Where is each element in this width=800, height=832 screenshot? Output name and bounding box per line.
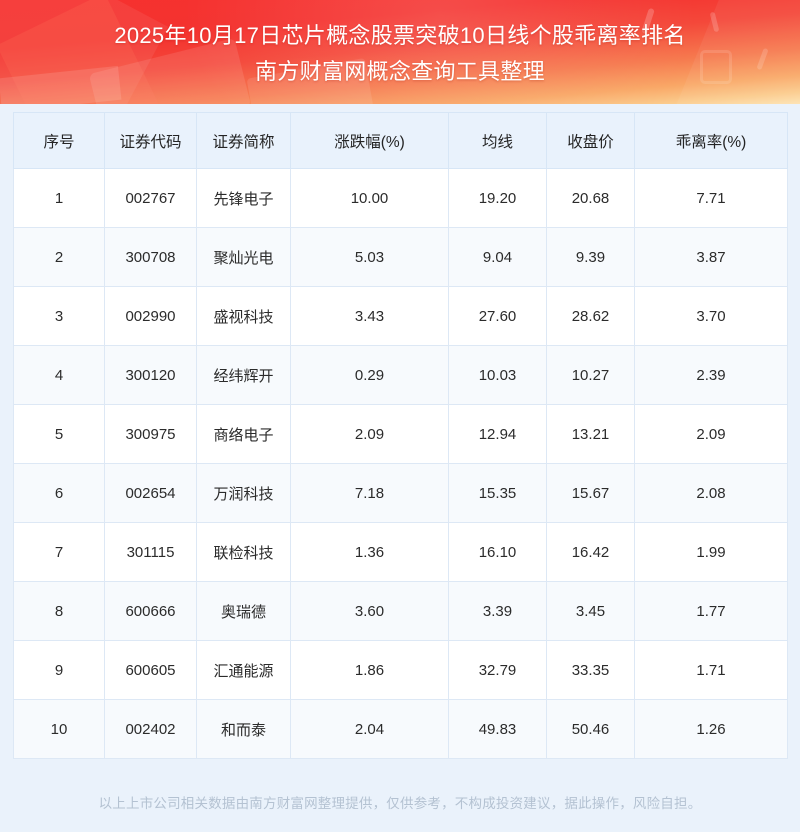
- table-row[interactable]: 7 301115 联检科技 1.36 16.10 16.42 1.99: [13, 522, 788, 582]
- cell-name[interactable]: 汇通能源: [196, 640, 291, 700]
- cell-bias: 3.70: [634, 286, 788, 346]
- cell-index: 6: [13, 463, 105, 523]
- cell-close: 10.27: [546, 345, 635, 405]
- cell-close: 33.35: [546, 640, 635, 700]
- cell-code[interactable]: 301115: [104, 522, 197, 582]
- cell-code[interactable]: 600666: [104, 581, 197, 641]
- table-row[interactable]: 6 002654 万润科技 7.18 15.35 15.67 2.08: [13, 463, 788, 523]
- cell-index: 8: [13, 581, 105, 641]
- cell-ma: 12.94: [448, 404, 547, 464]
- cell-name[interactable]: 盛视科技: [196, 286, 291, 346]
- table-body: 1 002767 先锋电子 10.00 19.20 20.68 7.71 2 3…: [13, 168, 788, 759]
- cell-change: 7.18: [290, 463, 449, 523]
- cell-index: 5: [13, 404, 105, 464]
- cell-code[interactable]: 002402: [104, 699, 197, 759]
- cell-ma: 3.39: [448, 581, 547, 641]
- cell-name[interactable]: 奥瑞德: [196, 581, 291, 641]
- cell-change: 1.86: [290, 640, 449, 700]
- cell-ma: 16.10: [448, 522, 547, 582]
- cell-change: 0.29: [290, 345, 449, 405]
- cell-change: 2.04: [290, 699, 449, 759]
- cell-close: 9.39: [546, 227, 635, 287]
- table-row[interactable]: 3 002990 盛视科技 3.43 27.60 28.62 3.70: [13, 286, 788, 346]
- page-title: 2025年10月17日芯片概念股票突破10日线个股乖离率排名: [114, 23, 686, 48]
- cell-index: 4: [13, 345, 105, 405]
- cell-change: 3.60: [290, 581, 449, 641]
- column-header-bias[interactable]: 乖离率(%): [634, 112, 788, 169]
- cell-ma: 27.60: [448, 286, 547, 346]
- banner-glow: [180, 0, 700, 104]
- cell-bias: 1.71: [634, 640, 788, 700]
- cell-close: 16.42: [546, 522, 635, 582]
- cell-change: 3.43: [290, 286, 449, 346]
- cell-index: 3: [13, 286, 105, 346]
- column-header-close[interactable]: 收盘价: [546, 112, 635, 169]
- cell-code[interactable]: 300975: [104, 404, 197, 464]
- cell-name[interactable]: 聚灿光电: [196, 227, 291, 287]
- cell-bias: 7.71: [634, 168, 788, 228]
- cell-name[interactable]: 联检科技: [196, 522, 291, 582]
- cell-bias: 1.77: [634, 581, 788, 641]
- cell-close: 28.62: [546, 286, 635, 346]
- cell-bias: 2.08: [634, 463, 788, 523]
- cell-code[interactable]: 002654: [104, 463, 197, 523]
- cell-change: 10.00: [290, 168, 449, 228]
- table-row[interactable]: 5 300975 商络电子 2.09 12.94 13.21 2.09: [13, 404, 788, 464]
- cell-bias: 1.26: [634, 699, 788, 759]
- banner-decoration-shape: [700, 50, 732, 84]
- cell-name[interactable]: 先锋电子: [196, 168, 291, 228]
- column-header-ma[interactable]: 均线: [448, 112, 547, 169]
- table-row[interactable]: 8 600666 奥瑞德 3.60 3.39 3.45 1.77: [13, 581, 788, 641]
- cell-ma: 19.20: [448, 168, 547, 228]
- cell-name[interactable]: 和而泰: [196, 699, 291, 759]
- page-subtitle: 南方财富网概念查询工具整理: [255, 59, 545, 84]
- cell-ma: 15.35: [448, 463, 547, 523]
- cell-close: 15.67: [546, 463, 635, 523]
- cell-code[interactable]: 300120: [104, 345, 197, 405]
- cell-index: 10: [13, 699, 105, 759]
- column-header-index[interactable]: 序号: [13, 112, 105, 169]
- cell-bias: 2.09: [634, 404, 788, 464]
- cell-close: 3.45: [546, 581, 635, 641]
- cell-bias: 1.99: [634, 522, 788, 582]
- table-row[interactable]: 9 600605 汇通能源 1.86 32.79 33.35 1.71: [13, 640, 788, 700]
- cell-name[interactable]: 经纬辉开: [196, 345, 291, 405]
- cell-close: 13.21: [546, 404, 635, 464]
- column-header-code[interactable]: 证券代码: [104, 112, 197, 169]
- cell-change: 2.09: [290, 404, 449, 464]
- cell-code[interactable]: 002767: [104, 168, 197, 228]
- cell-ma: 32.79: [448, 640, 547, 700]
- cell-change: 1.36: [290, 522, 449, 582]
- cell-index: 2: [13, 227, 105, 287]
- table-row[interactable]: 10 002402 和而泰 2.04 49.83 50.46 1.26: [13, 699, 788, 759]
- stock-ranking-table: 序号 证券代码 证券简称 涨跌幅(%) 均线 收盘价 乖离率(%) 1 0027…: [13, 112, 788, 759]
- cell-index: 9: [13, 640, 105, 700]
- cell-bias: 2.39: [634, 345, 788, 405]
- cell-ma: 10.03: [448, 345, 547, 405]
- column-header-change[interactable]: 涨跌幅(%): [290, 112, 449, 169]
- cell-ma: 49.83: [448, 699, 547, 759]
- cell-code[interactable]: 600605: [104, 640, 197, 700]
- cell-code[interactable]: 002990: [104, 286, 197, 346]
- cell-index: 7: [13, 522, 105, 582]
- table-row[interactable]: 1 002767 先锋电子 10.00 19.20 20.68 7.71: [13, 168, 788, 228]
- cell-name[interactable]: 商络电子: [196, 404, 291, 464]
- stock-table-container: 序号 证券代码 证券简称 涨跌幅(%) 均线 收盘价 乖离率(%) 1 0027…: [13, 112, 788, 759]
- cell-change: 5.03: [290, 227, 449, 287]
- table-header: 序号 证券代码 证券简称 涨跌幅(%) 均线 收盘价 乖离率(%): [13, 112, 788, 169]
- table-row[interactable]: 2 300708 聚灿光电 5.03 9.04 9.39 3.87: [13, 227, 788, 287]
- disclaimer-text: 以上上市公司相关数据由南方财富网整理提供，仅供参考，不构成投资建议，据此操作，风…: [98, 796, 702, 811]
- cell-close: 50.46: [546, 699, 635, 759]
- cell-name[interactable]: 万润科技: [196, 463, 291, 523]
- cell-index: 1: [13, 168, 105, 228]
- table-header-row: 序号 证券代码 证券简称 涨跌幅(%) 均线 收盘价 乖离率(%): [13, 112, 788, 169]
- page-banner: 2025年10月17日芯片概念股票突破10日线个股乖离率排名 南方财富网概念查询…: [0, 0, 800, 104]
- column-header-name[interactable]: 证券简称: [196, 112, 291, 169]
- table-row[interactable]: 4 300120 经纬辉开 0.29 10.03 10.27 2.39: [13, 345, 788, 405]
- cell-close: 20.68: [546, 168, 635, 228]
- cell-code[interactable]: 300708: [104, 227, 197, 287]
- cell-ma: 9.04: [448, 227, 547, 287]
- cell-bias: 3.87: [634, 227, 788, 287]
